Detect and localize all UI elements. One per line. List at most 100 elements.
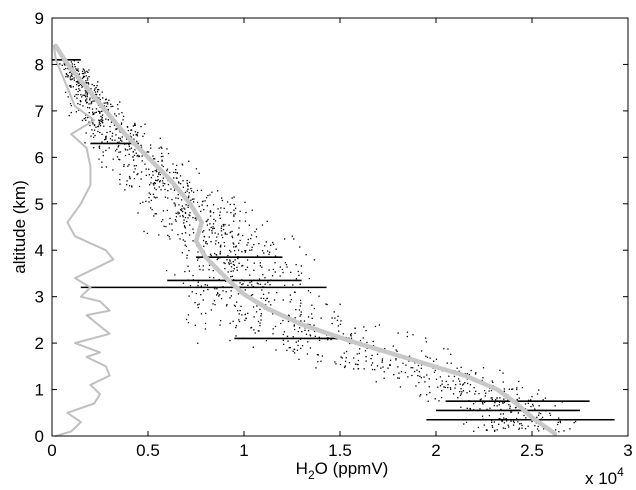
scatter-point (139, 202, 141, 205)
scatter-point (119, 137, 121, 140)
scatter-point (206, 197, 208, 199)
scatter-point (406, 335, 408, 338)
scatter-point (85, 117, 87, 119)
scatter-point (113, 124, 116, 126)
scatter-point (188, 249, 190, 252)
scatter-point (94, 134, 96, 137)
scatter-point (115, 128, 117, 131)
scatter-point (203, 245, 205, 247)
scatter-point (274, 262, 276, 264)
scatter-point (419, 375, 421, 377)
scatter-point (181, 252, 183, 254)
scatter-point (91, 108, 94, 110)
scatter-point (101, 114, 104, 116)
scatter-point (178, 204, 180, 206)
scatter-point (114, 139, 116, 141)
scatter-point (104, 139, 106, 141)
scatter-point (233, 209, 235, 211)
scatter-point (162, 185, 164, 187)
scatter-point (153, 187, 156, 189)
x-tick-label: 2 (431, 441, 440, 460)
scatter-point (450, 362, 452, 364)
scatter-point (231, 230, 233, 233)
scatter-point (434, 398, 436, 400)
scatter-point (364, 350, 367, 352)
scatter-point (220, 320, 222, 322)
scatter-point (365, 356, 367, 358)
scatter-point (116, 128, 118, 130)
scatter-point (425, 337, 427, 339)
scatter-point (261, 289, 263, 291)
scatter-point (395, 359, 397, 361)
scatter-point (264, 277, 266, 279)
scatter-point (231, 275, 234, 277)
scatter-point (91, 129, 93, 131)
scatter-point (463, 423, 465, 425)
scatter-point (89, 124, 91, 127)
scatter-point (530, 405, 532, 408)
scatter-point (115, 115, 117, 117)
scatter-point (357, 359, 360, 362)
scatter-point (459, 391, 461, 393)
scatter-point (289, 347, 291, 349)
scatter-point (154, 182, 156, 185)
scatter-point (223, 241, 225, 244)
scatter-point (218, 295, 220, 297)
scatter-point (180, 183, 182, 185)
scatter-point (184, 232, 187, 234)
scatter-point (154, 197, 156, 199)
scatter-point (184, 217, 187, 219)
scatter-point (220, 207, 222, 209)
scatter-point (161, 147, 163, 149)
scatter-point (235, 326, 237, 329)
scatter-point (538, 430, 540, 432)
scatter-point (214, 288, 216, 290)
scatter-point (234, 305, 236, 307)
scatter-point (443, 348, 445, 350)
scatter-point (86, 93, 89, 95)
scatter-point (222, 290, 224, 292)
scatter-point (85, 75, 87, 77)
scatter-point (265, 299, 267, 302)
scatter-point (173, 202, 175, 204)
scatter-point (99, 111, 101, 113)
scatter-point (262, 274, 264, 276)
scatter-point (306, 353, 309, 355)
scatter-point (502, 372, 504, 374)
scatter-point (542, 399, 544, 401)
scatter-point (187, 322, 190, 324)
scatter-point (183, 219, 185, 221)
scatter-point (285, 264, 288, 266)
scatter-point (101, 133, 103, 135)
scatter-point (452, 380, 454, 382)
scatter-point (226, 211, 228, 213)
scatter-point (300, 265, 302, 267)
scatter-point (177, 211, 179, 213)
scatter-point (167, 197, 169, 199)
scatter-point (105, 135, 107, 137)
scatter-point (203, 290, 205, 292)
scatter-point (299, 299, 302, 301)
scatter-point (92, 123, 94, 125)
scatter-point (152, 183, 154, 185)
scatter-point (478, 393, 480, 395)
scatter-point (206, 284, 208, 286)
scatter-point (161, 164, 163, 166)
scatter-point (384, 348, 386, 350)
scatter-point (494, 430, 496, 432)
scatter-point (254, 332, 256, 334)
scatter-point (479, 408, 481, 410)
scatter-point (118, 145, 120, 147)
scatter-point (500, 413, 502, 415)
scatter-point (261, 250, 264, 252)
scatter-point (103, 102, 105, 104)
y-tick-label: 9 (35, 9, 44, 28)
scatter-point (299, 246, 301, 248)
scatter-point (359, 339, 362, 342)
scatter-point (459, 380, 461, 382)
scatter-point (559, 420, 561, 422)
scatter-point (106, 131, 108, 134)
scatter-point (145, 174, 147, 176)
scatter-point (482, 377, 484, 379)
scatter-point (534, 425, 536, 427)
